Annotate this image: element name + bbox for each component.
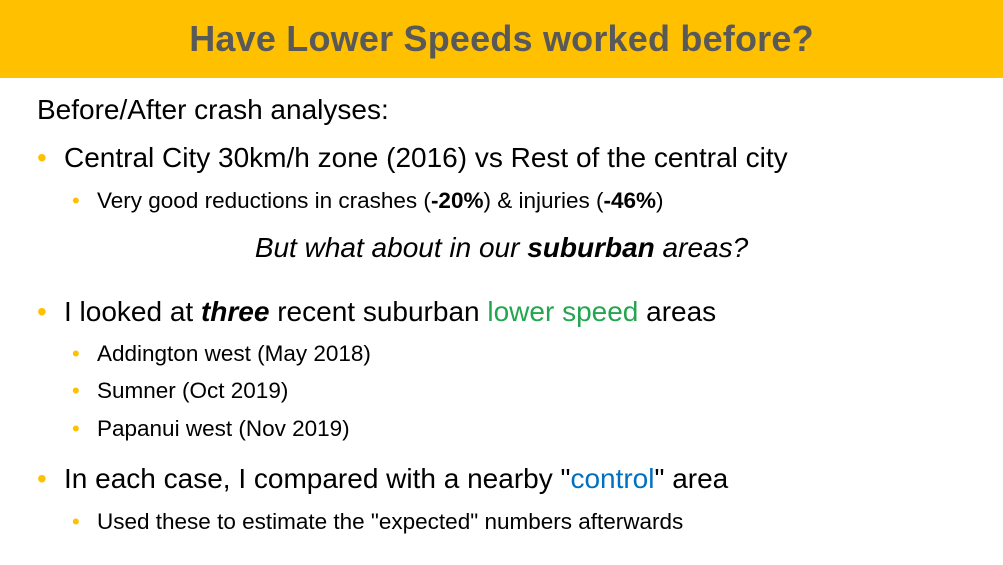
bold-word: suburban — [527, 232, 655, 263]
intro-text: Before/After crash analyses: — [37, 94, 389, 125]
sub-bullet-text: Used these to estimate the "expected" nu… — [97, 509, 684, 534]
text-part: areas? — [654, 232, 749, 263]
lower-speed-highlight: lower speed — [487, 296, 639, 327]
bullet-text: In each case, I compared with a nearby "… — [64, 463, 728, 494]
title-bar: Have Lower Speeds worked before? — [0, 0, 1003, 78]
injuries-percent: -46% — [603, 188, 657, 213]
bullet-text: Central City 30km/h zone (2016) vs Rest … — [64, 142, 788, 173]
bullet-dot-icon: • — [72, 416, 80, 441]
bullet-dot-icon: • — [72, 188, 80, 213]
bullet-central-city: • Central City 30km/h zone (2016) vs Res… — [37, 142, 788, 174]
bullet-dot-icon: • — [72, 378, 80, 403]
text-part: " area — [654, 463, 729, 494]
bullet-dot-icon: • — [72, 341, 80, 366]
sub-bullet-papanui: • Papanui west (Nov 2019) — [72, 416, 350, 442]
sub-bullet-expected: • Used these to estimate the "expected" … — [72, 509, 683, 535]
bullet-dot-icon: • — [37, 142, 47, 173]
sub-bullet-addington: • Addington west (May 2018) — [72, 341, 371, 367]
bullet-text: I looked at three recent suburban lower … — [64, 296, 716, 327]
sub-bullet-text: Addington west (May 2018) — [97, 341, 371, 366]
text-part: recent suburban — [269, 296, 488, 327]
bullet-three-areas: • I looked at three recent suburban lowe… — [37, 296, 716, 328]
text-part: In each case, I compared with a nearby " — [64, 463, 571, 494]
sub-bullet-text: Papanui west (Nov 2019) — [97, 416, 350, 441]
bullet-dot-icon: • — [37, 296, 47, 327]
bold-italic-word: three — [200, 296, 270, 327]
bullet-dot-icon: • — [37, 463, 47, 494]
text-part: But what about in our — [254, 232, 528, 263]
slide-title: Have Lower Speeds worked before? — [189, 18, 814, 59]
text-part: areas — [638, 296, 717, 327]
text-part: ) — [656, 188, 664, 213]
text-part: Very good reductions in crashes ( — [97, 188, 431, 213]
control-highlight: control — [570, 463, 655, 494]
bullet-dot-icon: • — [72, 509, 80, 534]
suburban-question: But what about in our suburban areas? — [0, 232, 1003, 264]
text-part: ) & injuries ( — [483, 188, 604, 213]
sub-bullet-sumner: • Sumner (Oct 2019) — [72, 378, 288, 404]
crashes-percent: -20% — [430, 188, 484, 213]
bullet-control-area: • In each case, I compared with a nearby… — [37, 463, 728, 495]
sub-bullet-text: Very good reductions in crashes (-20%) &… — [97, 188, 664, 213]
text-part: I looked at — [64, 296, 201, 327]
sub-bullet-text: Sumner (Oct 2019) — [97, 378, 289, 403]
sub-bullet-reductions: • Very good reductions in crashes (-20%)… — [72, 188, 664, 214]
